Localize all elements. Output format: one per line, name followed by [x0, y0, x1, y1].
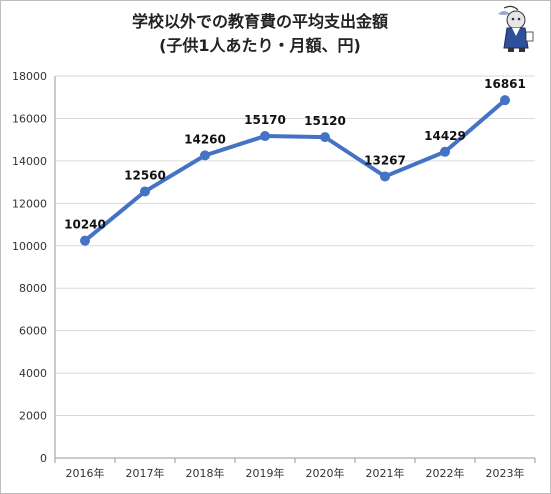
- x-tick-label: 2020年: [306, 466, 345, 480]
- x-tick-label: 2023年: [486, 466, 525, 480]
- data-point: [260, 131, 270, 142]
- data-label: 15170: [244, 113, 286, 127]
- data-label: 14260: [184, 132, 226, 146]
- data-point: [200, 150, 210, 161]
- axes: [54, 76, 536, 463]
- data-label: 15120: [304, 114, 346, 128]
- x-tick-label: 2017年: [126, 466, 165, 480]
- chart-title-line1: 学校以外での教育費の平均支出金額: [131, 12, 388, 31]
- x-tick-label: 2016年: [66, 466, 105, 480]
- data-point: [380, 171, 390, 182]
- data-point: [140, 186, 150, 197]
- y-tick-label: 2000: [19, 410, 47, 423]
- data-label: 10240: [64, 218, 106, 232]
- data-labels: 10240 12560 14260 15170 15120 13267 14429 16861: [64, 77, 526, 232]
- mascot-icon: [498, 5, 534, 52]
- x-tick-label: 2022年: [426, 466, 465, 480]
- x-axis-tick-labels: 2016年 2017年 2018年 2019年 2020年 2021年 2022年 2023年: [66, 466, 525, 480]
- series-line: [83, 98, 507, 243]
- series-layer: [80, 95, 510, 246]
- x-tick-label: 2019年: [246, 466, 285, 480]
- chart-subtitle: (子供1人あたり・月額、円): [159, 36, 361, 55]
- y-tick-label: 8000: [19, 282, 47, 295]
- y-axis-tick-labels: 0 2000 4000 6000 8000 10000 12000 14000 16000 180…: [12, 70, 47, 465]
- data-label: 14429: [424, 129, 466, 143]
- data-point: [500, 95, 510, 106]
- data-point: [320, 132, 330, 143]
- x-tick-label: 2021年: [366, 466, 405, 480]
- y-tick-label: 0: [40, 452, 47, 465]
- data-point: [440, 146, 450, 157]
- y-tick-label: 4000: [19, 367, 47, 380]
- data-point: [80, 235, 90, 246]
- y-tick-label: 18000: [12, 70, 47, 83]
- data-label: 13267: [364, 153, 406, 167]
- y-tick-label: 16000: [12, 112, 47, 125]
- y-tick-label: 14000: [12, 155, 47, 168]
- data-label: 12560: [124, 168, 166, 182]
- y-tick-label: 10000: [12, 240, 47, 253]
- x-tick-label: 2018年: [186, 466, 225, 480]
- data-label: 16861: [484, 77, 526, 91]
- y-tick-label: 6000: [19, 325, 47, 338]
- chart-title: 学校以外での教育費の平均支出金額 (子供1人あたり・月額、円): [60, 10, 460, 58]
- y-tick-label: 12000: [12, 197, 47, 210]
